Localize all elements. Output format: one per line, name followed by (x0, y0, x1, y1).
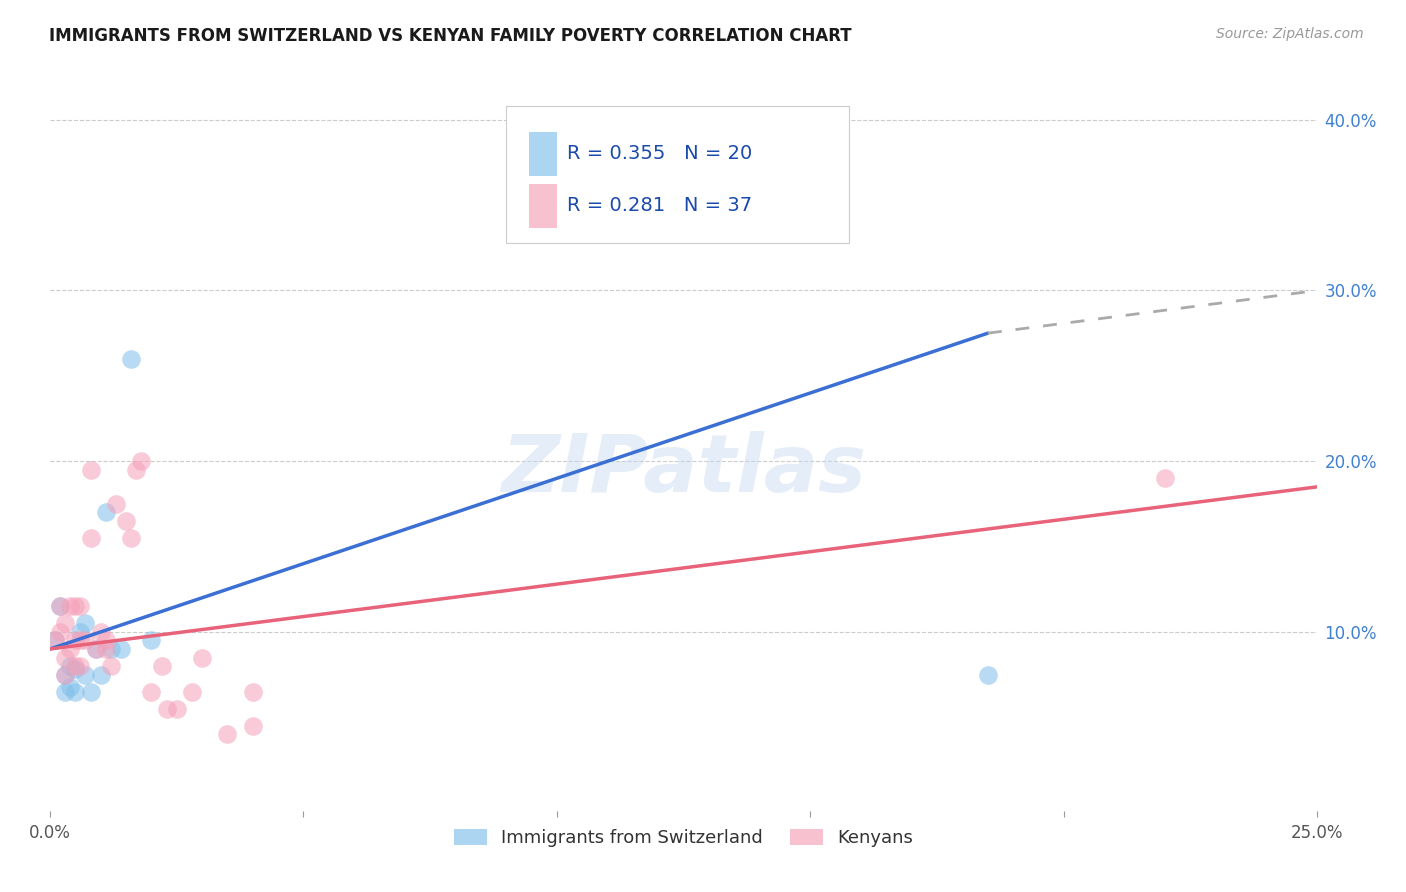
Text: Source: ZipAtlas.com: Source: ZipAtlas.com (1216, 27, 1364, 41)
Point (53, 667, 76, 681)
Point (69, 659, 91, 673)
Point (75, 667, 97, 681)
Point (110, 642, 132, 657)
Point (79, 684, 101, 698)
Point (90, 667, 112, 681)
Point (59, 659, 82, 673)
Text: IMMIGRANTS FROM SWITZERLAND VS KENYAN FAMILY POVERTY CORRELATION CHART: IMMIGRANTS FROM SWITZERLAND VS KENYAN FA… (49, 27, 852, 45)
Point (49, 599, 72, 614)
Point (65, 684, 87, 698)
Point (53, 650, 76, 665)
Point (59, 680, 82, 694)
Point (59, 642, 82, 657)
Point (75, 616, 97, 631)
Point (242, 719, 264, 733)
Bar (529, 184, 557, 228)
Point (84, 642, 107, 657)
Point (69, 624, 91, 639)
Point (44, 633, 66, 648)
Point (129, 454, 152, 468)
Point (120, 351, 142, 366)
Point (53, 684, 76, 698)
Point (217, 727, 239, 741)
Point (90, 624, 112, 639)
Bar (529, 132, 557, 177)
Point (120, 531, 142, 545)
Point (141, 684, 163, 698)
Text: R = 0.355   N = 20: R = 0.355 N = 20 (567, 145, 752, 163)
Text: R = 0.281   N = 37: R = 0.281 N = 37 (567, 196, 752, 215)
Text: ZIPatlas: ZIPatlas (502, 431, 866, 508)
Point (94, 505, 117, 519)
Point (104, 497, 127, 511)
FancyBboxPatch shape (506, 105, 849, 243)
Point (181, 684, 204, 698)
Point (49, 624, 72, 639)
Point (191, 650, 214, 665)
Point (115, 514, 138, 528)
Point (65, 663, 87, 677)
Point (75, 633, 97, 648)
Point (166, 702, 188, 716)
Point (155, 702, 177, 716)
Point (53, 616, 76, 631)
Point (100, 642, 122, 657)
Point (150, 659, 173, 673)
Point (69, 633, 91, 648)
Point (44, 633, 66, 648)
Point (79, 531, 101, 545)
Point (977, 667, 1000, 681)
Point (65, 633, 87, 648)
Point (94, 633, 117, 648)
Point (141, 633, 163, 648)
Point (53, 667, 76, 681)
Point (125, 463, 148, 477)
Point (1154, 471, 1177, 485)
Point (69, 599, 91, 614)
Legend: Immigrants from Switzerland, Kenyans: Immigrants from Switzerland, Kenyans (447, 822, 921, 855)
Point (79, 463, 101, 477)
Point (100, 659, 122, 673)
Point (94, 642, 117, 657)
Point (65, 599, 87, 614)
Point (242, 684, 264, 698)
Point (59, 599, 82, 614)
Point (49, 599, 72, 614)
Point (84, 642, 107, 657)
Point (65, 659, 87, 673)
